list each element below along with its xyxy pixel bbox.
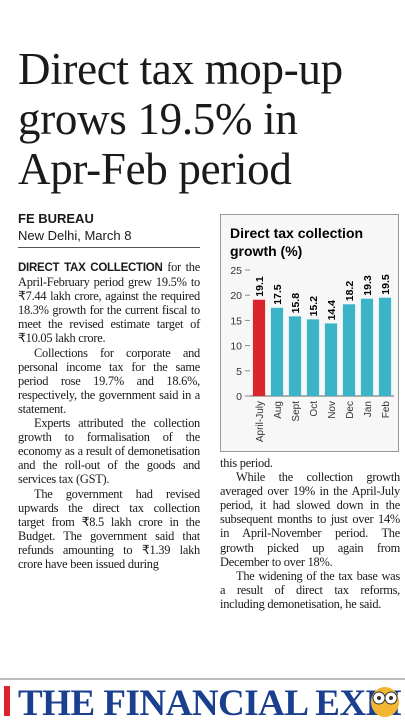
paragraph: Collections for corporate and personal i…: [18, 345, 200, 416]
rule: [0, 678, 405, 680]
bar: [252, 299, 266, 396]
byline: FE BUREAU: [18, 211, 94, 226]
x-tick-label: Nov: [327, 401, 338, 419]
headline: Apr-Feb period: [18, 144, 292, 194]
y-tick-label: 20: [230, 290, 242, 302]
x-tick-label: Jan: [363, 401, 374, 417]
value-label: 18.2: [344, 281, 356, 302]
y-tick-label: 10: [230, 341, 242, 353]
bar: [360, 298, 374, 396]
chart: Direct tax collection growth (%) 0 5 10 15 20 2…: [220, 214, 399, 452]
paragraph: While the collection growth averaged ove…: [220, 470, 400, 569]
value-label: 14.4: [326, 300, 338, 321]
y-tick-label: 15: [230, 315, 242, 327]
paragraph: The widening of the tax base was a resul…: [220, 568, 400, 611]
value-label: 15.8: [290, 293, 302, 314]
paragraph: DIRECT TAX COLLECTION for the April-Febr…: [18, 260, 200, 346]
bar: [342, 304, 356, 396]
chart-title: Direct tax collection growth (%): [230, 225, 363, 259]
x-tick-label: Aug: [273, 401, 284, 419]
headline: grows 19.5% in: [18, 94, 298, 144]
headline: Direct tax mop-up: [18, 44, 343, 94]
dateline: New Delhi, March 8: [18, 228, 132, 243]
title-line: Direct tax collection: [230, 225, 363, 241]
text: for the April-February period grew 19.5%…: [18, 260, 200, 346]
y-tick-label: 0: [236, 391, 242, 403]
masthead: THE FINANCIAL EXPI: [18, 683, 402, 724]
x-tick-label: Sept: [291, 401, 302, 422]
x-tick-label: Oct: [309, 401, 320, 417]
rule: [18, 247, 200, 248]
bar: [324, 323, 338, 396]
bar: [288, 316, 302, 396]
owl-icon: [371, 687, 399, 717]
y-tick-label: 5: [236, 366, 242, 378]
paragraph: The government had revised upwards the d…: [18, 486, 200, 571]
x-tick-label: April-July: [255, 401, 266, 442]
value-label: 15.2: [308, 296, 320, 317]
bar: [306, 319, 320, 396]
bar: [270, 307, 284, 396]
value-label: 19.1: [254, 276, 266, 297]
value-label: 19.3: [362, 275, 374, 296]
left-column: DIRECT TAX COLLECTION for the April-Febr…: [18, 260, 200, 571]
x-tick-label: Dec: [345, 401, 356, 419]
x-tick-label: Feb: [381, 401, 392, 419]
value-label: 17.5: [272, 284, 284, 305]
marker: [4, 686, 10, 716]
value-label: 19.5: [380, 274, 392, 295]
right-column: this period. While the collection growth…: [220, 456, 400, 611]
lead: DIRECT TAX COLLECTION: [18, 262, 163, 274]
title-line: growth (%): [230, 243, 302, 259]
y-tick-label: 25: [230, 265, 242, 277]
paragraph: this period.: [220, 456, 273, 470]
paragraph: Experts attributed the collection growth…: [18, 416, 200, 487]
bar: [378, 297, 392, 396]
